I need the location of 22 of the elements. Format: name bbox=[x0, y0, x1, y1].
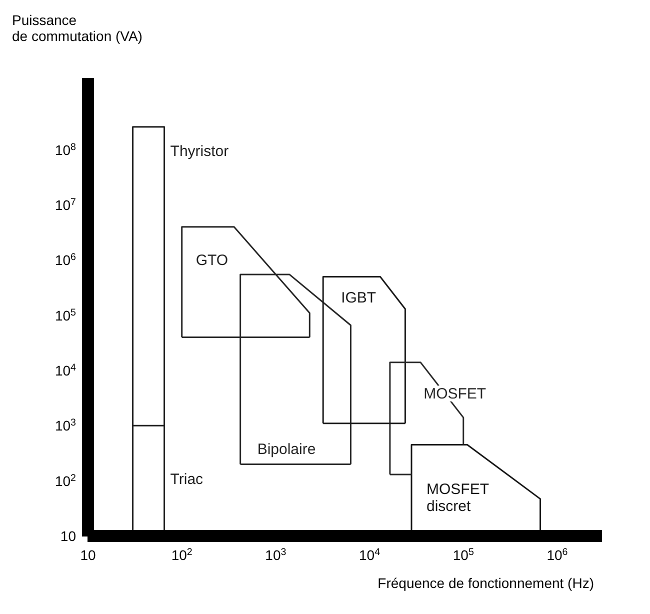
y-tick-label: 10$^{2}$ bbox=[54, 472, 76, 489]
x-tick-label: 10$^{3}$ bbox=[265, 546, 287, 563]
y-tick-label: 10$^{6}$ bbox=[54, 252, 77, 268]
series-label: IGBT bbox=[341, 290, 376, 307]
y-tick-label: 10 bbox=[60, 528, 76, 544]
x-tick-label: 10$^{6}$ bbox=[546, 546, 568, 563]
y-tick-label: 10$^{5}$ bbox=[54, 306, 77, 324]
y-tick-label: 10$^{3}$ bbox=[54, 417, 77, 434]
x-tick-label: 10$^{4}$ bbox=[359, 546, 381, 563]
y-tick-label: 10$^{4}$ bbox=[54, 362, 77, 378]
series-label: GTO bbox=[196, 252, 228, 269]
series-label: Thyristor bbox=[170, 142, 229, 160]
x-axis-title: Fréquence de fonctionnement (Hz) bbox=[378, 575, 594, 591]
y-axis-title: Puissance de commutation (VA) bbox=[12, 12, 142, 44]
series-label: MOSFET discret bbox=[426, 481, 489, 515]
y-tick-label: 10$^{7}$ bbox=[54, 196, 76, 213]
x-tick-label: 10 bbox=[80, 547, 96, 563]
series-label: Bipolaire bbox=[257, 441, 316, 458]
y-tick-label: 10$^{8}$ bbox=[54, 141, 77, 158]
x-tick-label: 10$^{5}$ bbox=[452, 546, 474, 563]
x-tick-label: 10$^{2}$ bbox=[171, 546, 192, 563]
series-label: Triac bbox=[170, 471, 204, 488]
